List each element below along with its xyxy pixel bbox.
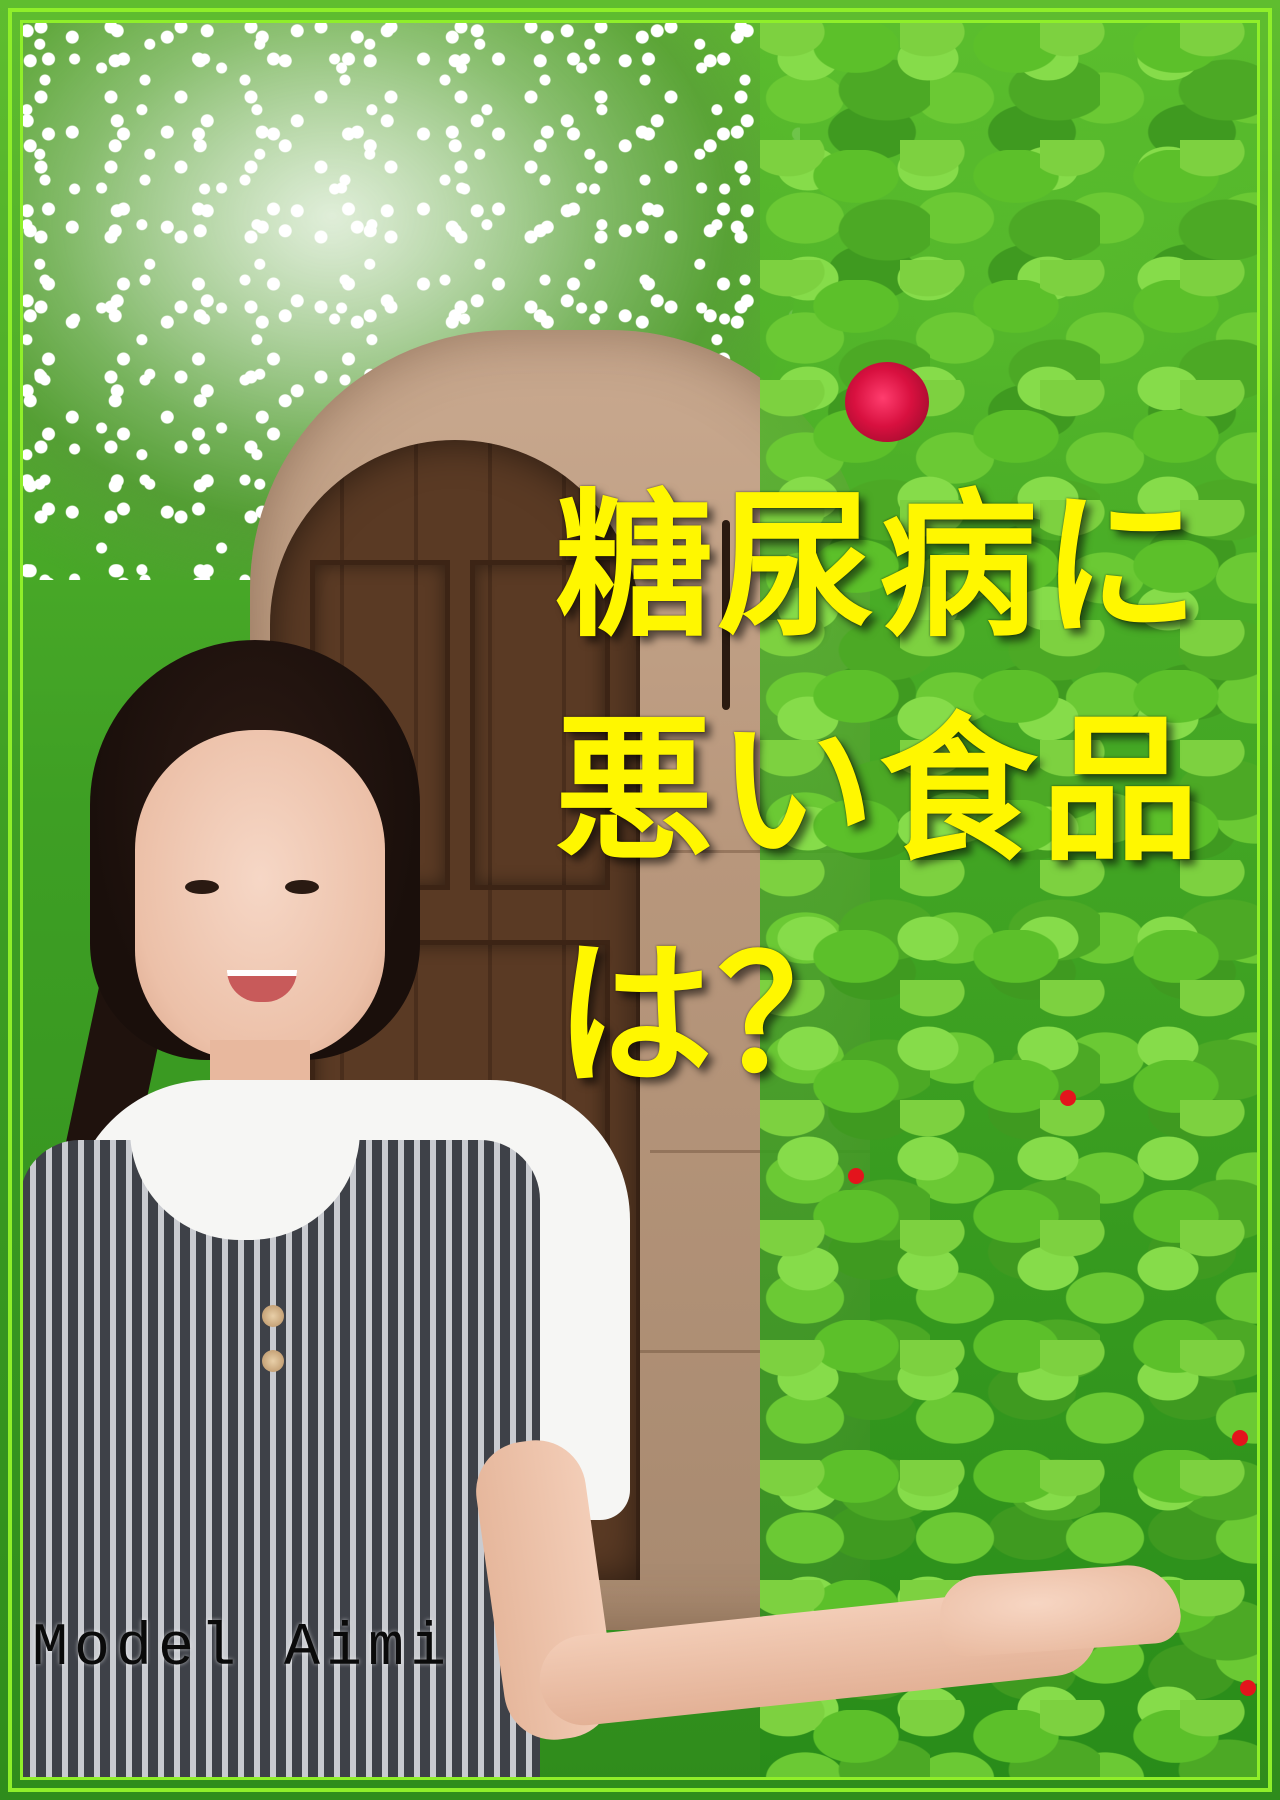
door-handle [722,520,730,710]
red-flower-icon [848,1168,864,1184]
face [135,730,385,1060]
red-rose-icon [845,362,929,442]
cover-headline: 糖尿病に 悪い食品 は？ [555,455,1203,1128]
stone-joint [640,1350,870,1353]
red-flower-icon [1240,1680,1256,1696]
headline-line-3: は？ [555,923,879,1108]
apron-button [262,1350,284,1372]
stone-joint [630,850,870,853]
smile [227,970,297,1002]
model-credit: Model Aimi [32,1615,453,1683]
red-flower-icon [1060,1090,1076,1106]
model-woman-icon [20,640,1200,1780]
striped-apron [20,1140,540,1780]
headline-line-1: 糖尿病に [555,475,1203,659]
door-panel [470,560,610,890]
headline-line-2: 悪い食品 [555,699,1203,884]
ivy-leaves-icon [760,20,1260,1780]
eye [285,880,319,894]
red-flower-icon [1232,1430,1248,1446]
eye [185,880,219,894]
open-palm [937,1561,1183,1659]
apron-button [262,1305,284,1327]
